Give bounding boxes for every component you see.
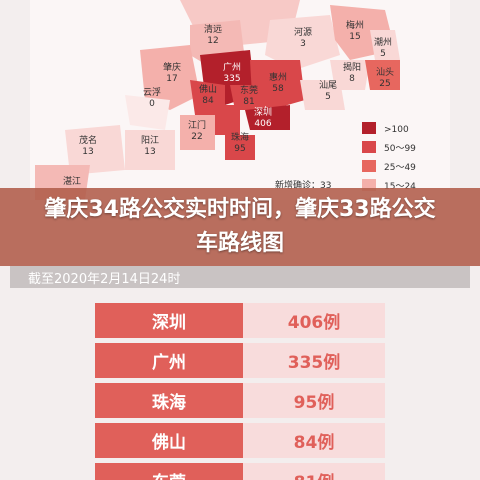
region-count: 58 xyxy=(272,84,284,94)
count-cell: 95例 xyxy=(243,383,385,418)
region-name: 阳江 xyxy=(141,135,159,146)
table-row: 珠海 95例 xyxy=(95,383,385,418)
region-name: 深圳 xyxy=(254,107,272,118)
region-count: 95 xyxy=(234,144,245,154)
count-cell: 335例 xyxy=(243,343,385,378)
count-cell: 84例 xyxy=(243,423,385,458)
region xyxy=(180,115,215,150)
city-cell: 佛山 xyxy=(95,423,243,458)
region-count: 17 xyxy=(166,74,177,84)
region-count: 84 xyxy=(202,96,214,106)
region xyxy=(125,95,170,130)
region-name: 惠州 xyxy=(269,71,287,83)
title: 肇庆34路公交实时时间，肇庆33路公交车路线图 xyxy=(44,197,436,256)
region xyxy=(65,125,125,175)
region-name: 江门 xyxy=(188,119,206,131)
region-count: 3 xyxy=(300,39,306,49)
region-name: 广州 xyxy=(223,61,241,73)
region-count: 335 xyxy=(223,74,240,84)
region-name: 肇庆 xyxy=(163,61,181,73)
region-count: 15 xyxy=(349,32,360,42)
city-cell: 深圳 xyxy=(95,303,243,338)
legend-swatch xyxy=(362,122,376,134)
region-count: 81 xyxy=(243,97,254,107)
table-row: 广州 335例 xyxy=(95,343,385,378)
city-cell: 广州 xyxy=(95,343,243,378)
region xyxy=(225,135,255,160)
region-name: 河源 xyxy=(294,26,312,38)
city-cell: 东莞 xyxy=(95,463,243,480)
count-cell: 81例 xyxy=(243,463,385,480)
region xyxy=(215,105,240,135)
legend-label: 15～24 xyxy=(384,182,416,192)
region-name: 揭阳 xyxy=(343,61,361,73)
region-name: 汕尾 xyxy=(319,80,337,91)
city-cell: 珠海 xyxy=(95,383,243,418)
region-count: 0 xyxy=(149,99,155,109)
region-count: 8 xyxy=(349,74,355,84)
legend-swatch xyxy=(362,141,376,153)
region-name: 珠海 xyxy=(231,131,249,143)
date-banner: 截至2020年2月14日24时 xyxy=(10,266,470,288)
region-name: 潮州 xyxy=(374,36,392,48)
region-count: 5 xyxy=(325,92,331,102)
region-name: 茂名 xyxy=(79,134,97,146)
region xyxy=(300,80,345,110)
region-count: 13 xyxy=(82,147,93,157)
title-band: 肇庆34路公交实时时间，肇庆33路公交车路线图 xyxy=(0,188,480,266)
region-name: 佛山 xyxy=(199,83,217,95)
region-count: 22 xyxy=(191,132,202,142)
region xyxy=(245,105,290,130)
region-name: 梅州 xyxy=(346,19,364,31)
region xyxy=(125,130,175,170)
region-name: 清远 xyxy=(204,23,222,35)
region-name: 云浮 xyxy=(143,86,161,98)
legend-label: 25～49 xyxy=(384,163,416,173)
region xyxy=(265,15,340,70)
legend-label: >100 xyxy=(384,125,409,135)
region xyxy=(370,30,400,60)
region-name: 汕头 xyxy=(376,67,394,78)
region-count: 12 xyxy=(207,36,218,46)
legend-label: 50～99 xyxy=(384,144,416,154)
region xyxy=(365,60,400,90)
region-count: 25 xyxy=(379,79,390,89)
count-cell: 406例 xyxy=(243,303,385,338)
region-count: 406 xyxy=(254,119,271,129)
date: 截至2020年2月14日24时 xyxy=(28,272,181,287)
region xyxy=(230,85,265,110)
region-name: 东莞 xyxy=(240,84,258,96)
region-name: 湛江 xyxy=(63,176,81,187)
region-count: 13 xyxy=(144,147,155,157)
legend-swatch xyxy=(362,160,376,172)
region xyxy=(140,45,200,110)
table-row: 东莞81例 xyxy=(95,463,385,480)
table-row: 佛山 84例 xyxy=(95,423,385,458)
table-row: 深圳 406例 xyxy=(95,303,385,338)
region-count: 5 xyxy=(380,49,386,59)
